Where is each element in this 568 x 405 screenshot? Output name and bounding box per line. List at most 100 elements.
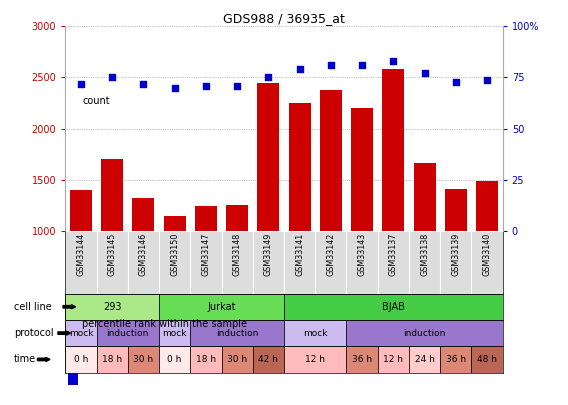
Bar: [132, 198, 154, 333]
Bar: [346, 231, 378, 294]
Point: [233, 82, 242, 89]
Text: BJAB: BJAB: [382, 302, 405, 312]
Point: [202, 82, 211, 89]
Bar: [190, 320, 284, 346]
Point: [420, 70, 429, 77]
Bar: [409, 346, 440, 373]
Text: GSM33149: GSM33149: [264, 233, 273, 276]
Point: [264, 74, 273, 81]
Bar: [320, 90, 342, 333]
Point: [295, 66, 304, 72]
Bar: [101, 159, 123, 333]
Text: time: time: [14, 354, 36, 364]
Bar: [284, 346, 346, 373]
Point: [139, 80, 148, 87]
Bar: [222, 346, 253, 373]
Point: [389, 58, 398, 64]
Bar: [164, 215, 186, 333]
Point: [326, 62, 335, 68]
Bar: [257, 83, 279, 333]
Point: [451, 78, 460, 85]
Text: 18 h: 18 h: [196, 355, 216, 364]
Text: 48 h: 48 h: [477, 355, 497, 364]
Bar: [128, 231, 159, 294]
Bar: [471, 231, 503, 294]
Bar: [97, 231, 128, 294]
Text: 36 h: 36 h: [352, 355, 372, 364]
Bar: [190, 346, 222, 373]
Text: GSM33143: GSM33143: [358, 233, 366, 276]
Bar: [471, 346, 503, 373]
Bar: [68, 40, 78, 162]
Text: GSM33142: GSM33142: [327, 233, 335, 276]
Text: protocol: protocol: [14, 328, 54, 338]
Bar: [65, 320, 97, 346]
Bar: [378, 346, 409, 373]
Bar: [253, 346, 284, 373]
Text: 12 h: 12 h: [383, 355, 403, 364]
Text: induction: induction: [403, 328, 446, 338]
Bar: [128, 346, 159, 373]
Bar: [414, 163, 436, 333]
Text: 30 h: 30 h: [227, 355, 247, 364]
Text: GSM33139: GSM33139: [452, 233, 460, 276]
Text: mock: mock: [69, 328, 93, 338]
Bar: [284, 231, 315, 294]
Text: cell line: cell line: [14, 302, 52, 312]
Title: GDS988 / 36935_at: GDS988 / 36935_at: [223, 12, 345, 25]
Bar: [445, 189, 467, 333]
Bar: [378, 231, 409, 294]
Text: 0 h: 0 h: [74, 355, 88, 364]
Bar: [68, 263, 78, 385]
Text: 30 h: 30 h: [133, 355, 153, 364]
Point: [108, 74, 117, 81]
Bar: [70, 190, 92, 333]
Bar: [159, 320, 190, 346]
Bar: [226, 205, 248, 333]
Text: 293: 293: [103, 302, 122, 312]
Bar: [351, 108, 373, 333]
Bar: [284, 320, 346, 346]
Bar: [190, 231, 222, 294]
Text: GSM33146: GSM33146: [139, 233, 148, 276]
Text: GSM33147: GSM33147: [202, 233, 210, 276]
Bar: [382, 69, 404, 333]
Bar: [476, 181, 498, 333]
Text: 24 h: 24 h: [415, 355, 435, 364]
Text: 12 h: 12 h: [305, 355, 325, 364]
Bar: [440, 231, 471, 294]
Bar: [97, 346, 128, 373]
Bar: [159, 231, 190, 294]
Text: 18 h: 18 h: [102, 355, 122, 364]
Bar: [195, 206, 217, 333]
Bar: [65, 294, 159, 320]
Bar: [97, 320, 159, 346]
Text: percentile rank within the sample: percentile rank within the sample: [82, 319, 247, 329]
Text: mock: mock: [303, 328, 328, 338]
Text: 0 h: 0 h: [168, 355, 182, 364]
Text: GSM33145: GSM33145: [108, 233, 116, 276]
Bar: [346, 346, 378, 373]
Text: count: count: [82, 96, 110, 106]
Bar: [440, 346, 471, 373]
Bar: [289, 103, 311, 333]
Text: GSM33141: GSM33141: [295, 233, 304, 276]
Point: [76, 80, 86, 87]
Bar: [159, 294, 284, 320]
Text: GSM33148: GSM33148: [233, 233, 241, 276]
Text: GSM33150: GSM33150: [170, 233, 179, 276]
Bar: [315, 231, 346, 294]
Text: GSM33137: GSM33137: [389, 233, 398, 276]
Bar: [284, 294, 503, 320]
Text: GSM33138: GSM33138: [420, 233, 429, 276]
Bar: [65, 346, 97, 373]
Text: induction: induction: [107, 328, 149, 338]
Point: [483, 76, 492, 83]
Bar: [65, 231, 97, 294]
Text: Jurkat: Jurkat: [207, 302, 236, 312]
Bar: [222, 231, 253, 294]
Text: induction: induction: [216, 328, 258, 338]
Text: mock: mock: [162, 328, 187, 338]
Point: [170, 85, 179, 91]
Bar: [409, 231, 440, 294]
